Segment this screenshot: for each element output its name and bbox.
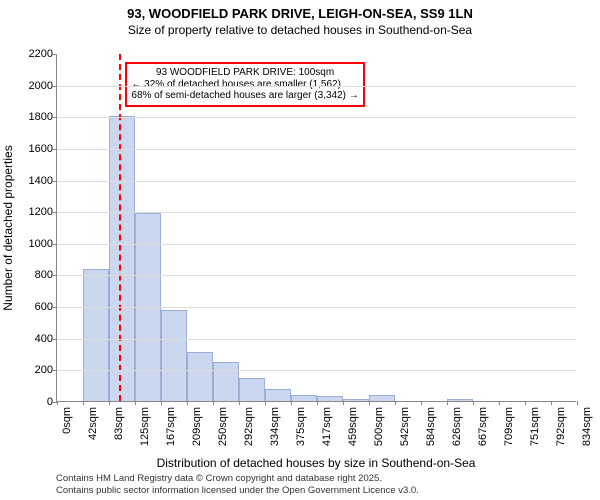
x-tick-label: 83sqm bbox=[113, 407, 125, 440]
x-tick-label: 667sqm bbox=[477, 407, 489, 446]
y-tick-label: 0 bbox=[15, 396, 53, 408]
bar bbox=[239, 378, 265, 401]
bar bbox=[369, 395, 395, 401]
y-tick-label: 800 bbox=[15, 269, 53, 281]
chart: Number of detached properties 93 WOODFIE… bbox=[56, 54, 576, 402]
bar bbox=[187, 352, 213, 401]
bar bbox=[213, 362, 239, 401]
y-tick-label: 2200 bbox=[15, 48, 53, 60]
x-axis-label: Distribution of detached houses by size … bbox=[56, 456, 576, 470]
x-tick-label: 125sqm bbox=[139, 407, 151, 446]
bar bbox=[343, 399, 369, 401]
callout-line-3: 68% of semi-detached houses are larger (… bbox=[131, 90, 358, 102]
x-tick-label: 834sqm bbox=[581, 407, 593, 446]
y-tick-label: 400 bbox=[15, 333, 53, 345]
footer-line-2: Contains public sector information licen… bbox=[56, 485, 419, 496]
footer: Contains HM Land Registry data © Crown c… bbox=[56, 473, 419, 496]
x-tick-label: 626sqm bbox=[451, 407, 463, 446]
y-axis-label: Number of detached properties bbox=[1, 145, 15, 310]
x-tick-label: 584sqm bbox=[425, 407, 437, 446]
callout-box: 93 WOODFIELD PARK DRIVE: 100sqm ← 32% of… bbox=[125, 62, 364, 107]
page-title: 93, WOODFIELD PARK DRIVE, LEIGH-ON-SEA, … bbox=[0, 0, 600, 21]
x-tick-label: 334sqm bbox=[269, 407, 281, 446]
bar bbox=[83, 269, 109, 401]
y-tick-label: 1400 bbox=[15, 175, 53, 187]
plot-area: 93 WOODFIELD PARK DRIVE: 100sqm ← 32% of… bbox=[56, 54, 576, 402]
footer-line-1: Contains HM Land Registry data © Crown c… bbox=[56, 473, 419, 484]
x-tick-label: 792sqm bbox=[555, 407, 567, 446]
y-tick-label: 1200 bbox=[15, 206, 53, 218]
x-tick-label: 167sqm bbox=[165, 407, 177, 446]
x-tick-label: 292sqm bbox=[243, 407, 255, 446]
x-tick-label: 417sqm bbox=[321, 407, 333, 446]
x-tick-label: 42sqm bbox=[87, 407, 99, 440]
page-subtitle: Size of property relative to detached ho… bbox=[0, 21, 600, 37]
x-tick-label: 250sqm bbox=[217, 407, 229, 446]
callout-line-2: ← 32% of detached houses are smaller (1,… bbox=[131, 79, 358, 91]
bar bbox=[447, 399, 473, 401]
reference-line bbox=[119, 54, 121, 401]
x-tick-label: 542sqm bbox=[399, 407, 411, 446]
bar bbox=[161, 310, 187, 401]
bar bbox=[265, 389, 291, 401]
bar bbox=[317, 396, 343, 401]
y-tick-label: 200 bbox=[15, 364, 53, 376]
callout-line-1: 93 WOODFIELD PARK DRIVE: 100sqm bbox=[131, 67, 358, 79]
x-tick-label: 709sqm bbox=[503, 407, 515, 446]
bar bbox=[291, 395, 317, 401]
y-tick-label: 1600 bbox=[15, 143, 53, 155]
y-tick-label: 600 bbox=[15, 301, 53, 313]
x-tick-label: 751sqm bbox=[529, 407, 541, 446]
bar bbox=[109, 116, 135, 401]
x-tick-label: 459sqm bbox=[347, 407, 359, 446]
x-tick-label: 500sqm bbox=[373, 407, 385, 446]
x-tick-label: 375sqm bbox=[295, 407, 307, 446]
y-tick-label: 1800 bbox=[15, 111, 53, 123]
y-tick-label: 1000 bbox=[15, 238, 53, 250]
y-tick-label: 2000 bbox=[15, 80, 53, 92]
x-tick-label: 0sqm bbox=[61, 407, 73, 434]
x-tick-label: 209sqm bbox=[191, 407, 203, 446]
